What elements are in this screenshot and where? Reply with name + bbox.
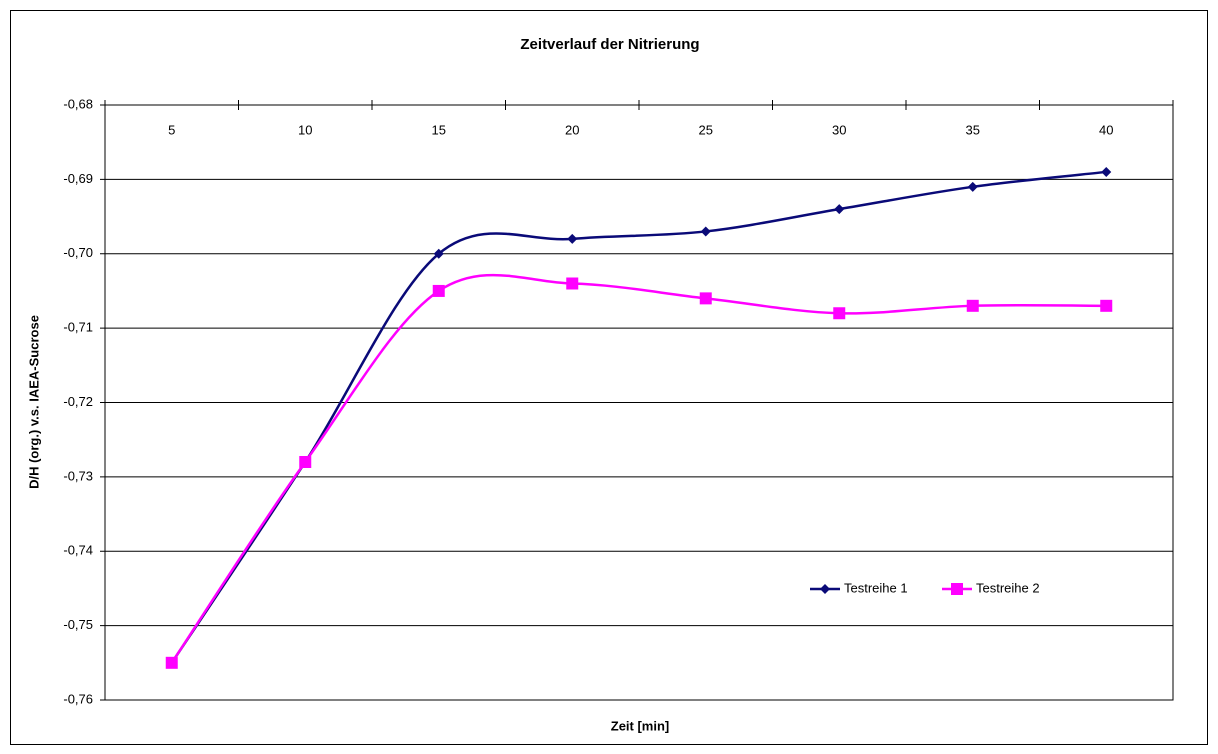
y-tick-label: -0,75 xyxy=(63,617,93,632)
data-point xyxy=(966,299,979,312)
data-point xyxy=(433,248,444,259)
y-tick-label: -0,72 xyxy=(63,394,93,409)
y-tick-label: -0,73 xyxy=(63,468,93,483)
data-point xyxy=(834,204,845,215)
x-tick-label: 30 xyxy=(832,122,846,137)
data-point xyxy=(1100,299,1113,312)
y-tick-label: -0,70 xyxy=(63,245,93,260)
data-point xyxy=(432,284,445,297)
x-tick-label: 5 xyxy=(168,122,175,137)
data-point xyxy=(967,181,978,192)
y-tick-label: -0,71 xyxy=(63,320,93,335)
data-point xyxy=(833,307,846,320)
data-point xyxy=(566,277,579,290)
x-tick-label: 25 xyxy=(699,122,713,137)
legend-label: Testreihe 1 xyxy=(844,580,908,595)
y-tick-label: -0,69 xyxy=(63,171,93,186)
data-point xyxy=(299,456,312,468)
x-tick-label: 40 xyxy=(1099,122,1113,137)
x-tick-label: 35 xyxy=(966,122,980,137)
data-point xyxy=(567,233,578,244)
data-point xyxy=(1101,166,1112,177)
x-tick-label: 20 xyxy=(565,122,579,137)
y-tick-label: -0,68 xyxy=(63,96,93,111)
data-point xyxy=(700,226,711,237)
y-axis-title: D/H (org.) v.s. IAEA-Sucrose xyxy=(26,315,41,489)
x-tick-label: 10 xyxy=(298,122,312,137)
legend-marker xyxy=(820,584,830,594)
legend-label: Testreihe 2 xyxy=(976,580,1040,595)
x-axis-title: Zeit [min] xyxy=(611,718,670,733)
x-tick-label: 15 xyxy=(432,122,446,137)
y-tick-label: -0,74 xyxy=(63,543,93,558)
data-point xyxy=(165,656,178,669)
data-point xyxy=(699,292,712,305)
y-tick-label: -0,76 xyxy=(63,691,93,706)
legend-marker xyxy=(951,583,963,595)
chart-title: Zeitverlauf der Nitrierung xyxy=(520,36,699,53)
